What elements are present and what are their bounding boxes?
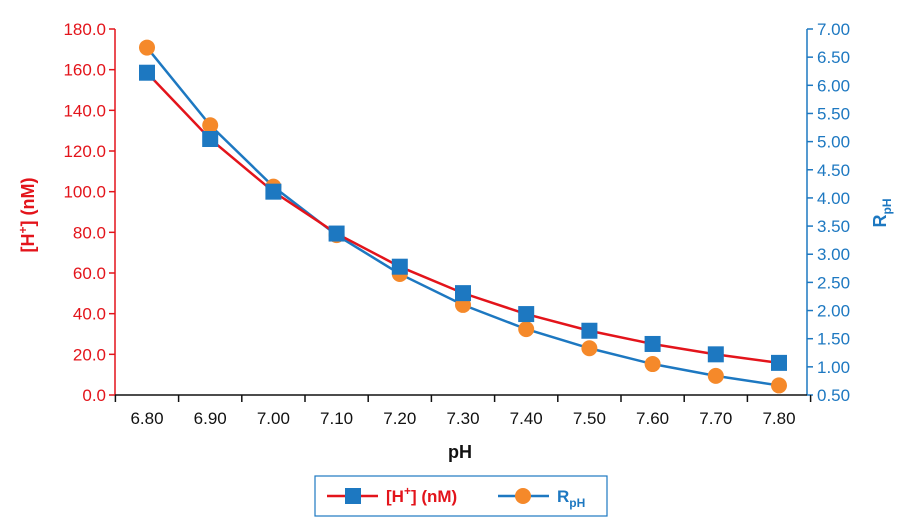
rph-point — [644, 356, 661, 373]
right-tick-label: 1.00 — [817, 358, 850, 377]
right-tick-label: 3.00 — [817, 245, 850, 264]
x-tick-label: 7.60 — [636, 409, 669, 428]
left-tick-label: 160.0 — [63, 61, 106, 80]
right-tick-label: 3.50 — [817, 217, 850, 236]
left-tick-label: 180.0 — [63, 20, 106, 39]
rph-point — [581, 340, 598, 357]
x-axis-title: pH — [448, 442, 472, 462]
legend: [H+] (nM) RpH — [314, 475, 608, 517]
left-tick-label: 100.0 — [63, 183, 106, 202]
x-axis: 6.80 6.90 7.00 7.10 7.20 7.30 7.40 7.50 7.60 7.70… — [114, 394, 812, 428]
left-tick-label: 40.0 — [73, 305, 106, 324]
left-tick-label: 120.0 — [63, 142, 106, 161]
legend-h-label: [H+] (nM) — [386, 484, 457, 506]
left-tick-label: 20.0 — [73, 345, 106, 364]
x-tick-label: 6.90 — [194, 409, 227, 428]
rph-point — [771, 377, 787, 394]
left-tick-label: 0.0 — [82, 386, 106, 405]
rph-point — [518, 321, 535, 338]
left-tick-label: 140.0 — [63, 101, 106, 120]
series-lines — [146, 46, 780, 387]
right-tick-label: 2.00 — [817, 302, 850, 321]
right-axis: 0.50 1.00 1.50 2.00 2.50 3.00 3.50 4.00 4.50 5.00… — [806, 20, 850, 405]
h-point — [455, 285, 471, 302]
right-axis-title: RpH — [870, 199, 894, 228]
h-point — [644, 335, 661, 352]
right-tick-label: 4.50 — [817, 161, 850, 180]
legend-r-marker — [515, 488, 531, 504]
left-axis: 0.0 20.0 40.0 60.0 80.0 100.0 120.0 140.0 160.0 1… — [63, 20, 116, 405]
right-tick-label: 1.50 — [817, 330, 850, 349]
h-point — [328, 225, 345, 242]
right-tick-label: 5.00 — [817, 133, 850, 152]
right-tick-label: 0.50 — [817, 386, 850, 405]
right-tick-label: 6.50 — [817, 48, 850, 67]
h-point — [518, 306, 535, 323]
right-tick-label: 5.50 — [817, 104, 850, 123]
h-point — [202, 131, 219, 148]
x-tick-label: 7.00 — [257, 409, 290, 428]
x-tick-label: 7.40 — [510, 409, 543, 428]
h-point — [265, 183, 282, 200]
x-tick-label: 7.30 — [446, 409, 479, 428]
x-tick-label: 7.80 — [762, 409, 795, 428]
legend-h-marker — [345, 488, 361, 504]
rph-point — [707, 367, 724, 384]
right-tick-label: 6.00 — [817, 76, 850, 95]
series-h-line — [146, 71, 780, 365]
rph-point — [202, 117, 219, 134]
left-axis-title: [H+] (nM) — [16, 178, 38, 253]
rph-point — [139, 39, 155, 56]
h-point — [771, 354, 787, 371]
left-tick-label: 60.0 — [73, 264, 106, 283]
right-tick-label: 2.50 — [817, 273, 850, 292]
h-point — [391, 258, 408, 275]
series-rph-line — [146, 46, 780, 387]
h-point — [707, 346, 724, 363]
x-tick-label: 6.80 — [130, 409, 163, 428]
x-tick-label: 7.10 — [320, 409, 353, 428]
x-tick-label: 7.70 — [699, 409, 732, 428]
right-tick-label: 7.00 — [817, 20, 850, 39]
h-point — [581, 322, 598, 339]
h-point — [139, 64, 155, 81]
series-markers — [139, 39, 787, 394]
x-tick-label: 7.20 — [383, 409, 416, 428]
legend-r-label: RpH — [557, 487, 585, 510]
left-tick-label: 80.0 — [73, 223, 106, 242]
x-tick-label: 7.50 — [573, 409, 606, 428]
right-tick-label: 4.00 — [817, 189, 850, 208]
